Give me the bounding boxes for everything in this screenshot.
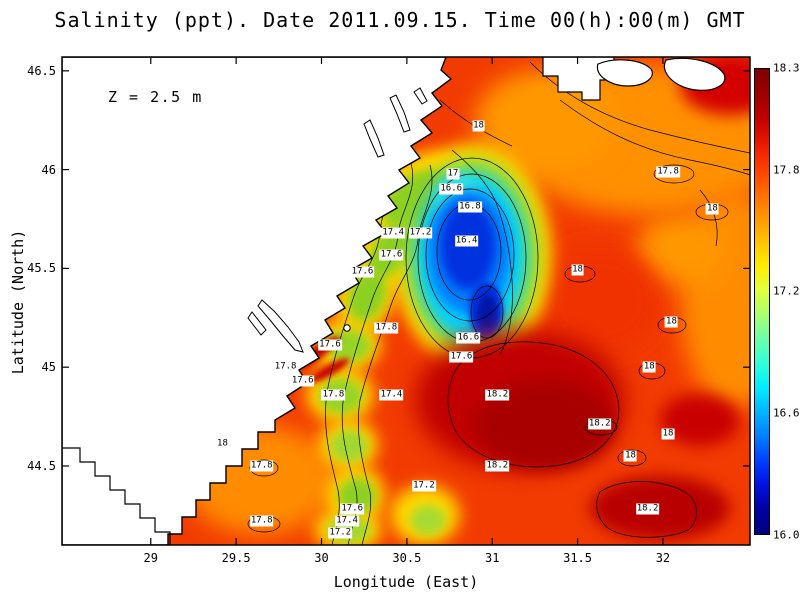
contour-label: 17	[446, 168, 460, 180]
contour-label: 16.8	[458, 201, 482, 213]
depth-annotation: Z = 2.5 m	[108, 88, 203, 106]
colorbar-tick-label: 17.2	[773, 284, 800, 298]
contour-label: 17.2	[408, 227, 433, 239]
contour-label: 16.6	[439, 183, 464, 195]
y-tick-label: 45.5	[27, 261, 56, 276]
colorbar-tick-label: 16.6	[773, 406, 800, 420]
x-tick-label: 31	[484, 551, 500, 565]
contour-label: 16.4	[454, 235, 479, 247]
contour-label: 17.8	[273, 361, 298, 373]
x-axis-label: Longitude (East)	[333, 573, 479, 591]
contour-label: 17.4	[379, 389, 404, 401]
contour-label: 17.6	[449, 351, 474, 363]
colorbar	[754, 68, 770, 535]
y-tick-label: 44.5	[27, 458, 56, 473]
contour-label: 17.6	[318, 339, 342, 351]
y-tick-label: 45	[41, 360, 56, 375]
y-tick-label: 46.5	[27, 63, 56, 78]
y-tick-label: 46	[41, 162, 56, 177]
colorbar-tick-label: 18.3	[773, 61, 800, 75]
contour-label: 17.6	[340, 503, 365, 515]
x-tick-label: 30	[314, 551, 329, 565]
estuary-coast-shapes	[542, 57, 726, 101]
contour-label: 17.6	[379, 249, 404, 261]
axis-tick-marks	[62, 57, 750, 545]
x-tick-label: 30.5	[392, 551, 422, 565]
contour-label: 18	[642, 361, 656, 373]
contour-label: 17.8	[374, 322, 399, 334]
contour-label: 18.2	[485, 389, 510, 401]
contour-label: 18	[661, 428, 675, 440]
contour-label: 16.6	[456, 332, 481, 344]
contour-label: 17.2	[328, 527, 353, 539]
contour-label: 17.4	[381, 227, 406, 239]
contour-label: 17.2	[412, 480, 436, 492]
contour-label: 17.8	[656, 166, 680, 178]
contour-label: 18.2	[485, 460, 510, 472]
contour-label: 18	[706, 203, 719, 215]
contour-label: 18	[472, 120, 485, 132]
contour-label: 18	[216, 438, 229, 450]
x-tick-label: 32	[655, 551, 671, 565]
contour-label: 18.2	[635, 503, 660, 515]
contour-label: 18	[571, 264, 584, 276]
contour-label: 17.8	[249, 460, 274, 472]
contour-label: 17.6	[350, 266, 375, 278]
colorbar-tick-label: 16.0	[773, 528, 800, 542]
x-tick-label: 31.5	[563, 551, 593, 565]
contour-label: 17.4	[335, 515, 359, 527]
contour-label: 17.6	[290, 375, 315, 387]
contour-label: 18	[665, 316, 678, 328]
station-marker	[343, 324, 351, 332]
contour-label: 17.8	[249, 515, 274, 527]
plot-title: Salinity (ppt). Date 2011.09.15. Time 00…	[54, 8, 746, 32]
lagoon-outlines	[247, 87, 428, 353]
contour-label: 18.2	[587, 418, 612, 430]
colorbar-tick-label: 17.8	[773, 163, 800, 177]
contour-label: 18	[624, 450, 637, 462]
x-tick-label: 29.5	[221, 551, 251, 565]
contour-label: 17.8	[321, 389, 346, 401]
land-mass	[62, 57, 453, 545]
plot-frame	[61, 56, 751, 546]
x-tick-label: 29	[143, 551, 158, 565]
y-axis-label: Latitude (North)	[9, 229, 27, 375]
sea-field	[62, 57, 750, 545]
danube-stepped-coastline	[62, 447, 171, 545]
